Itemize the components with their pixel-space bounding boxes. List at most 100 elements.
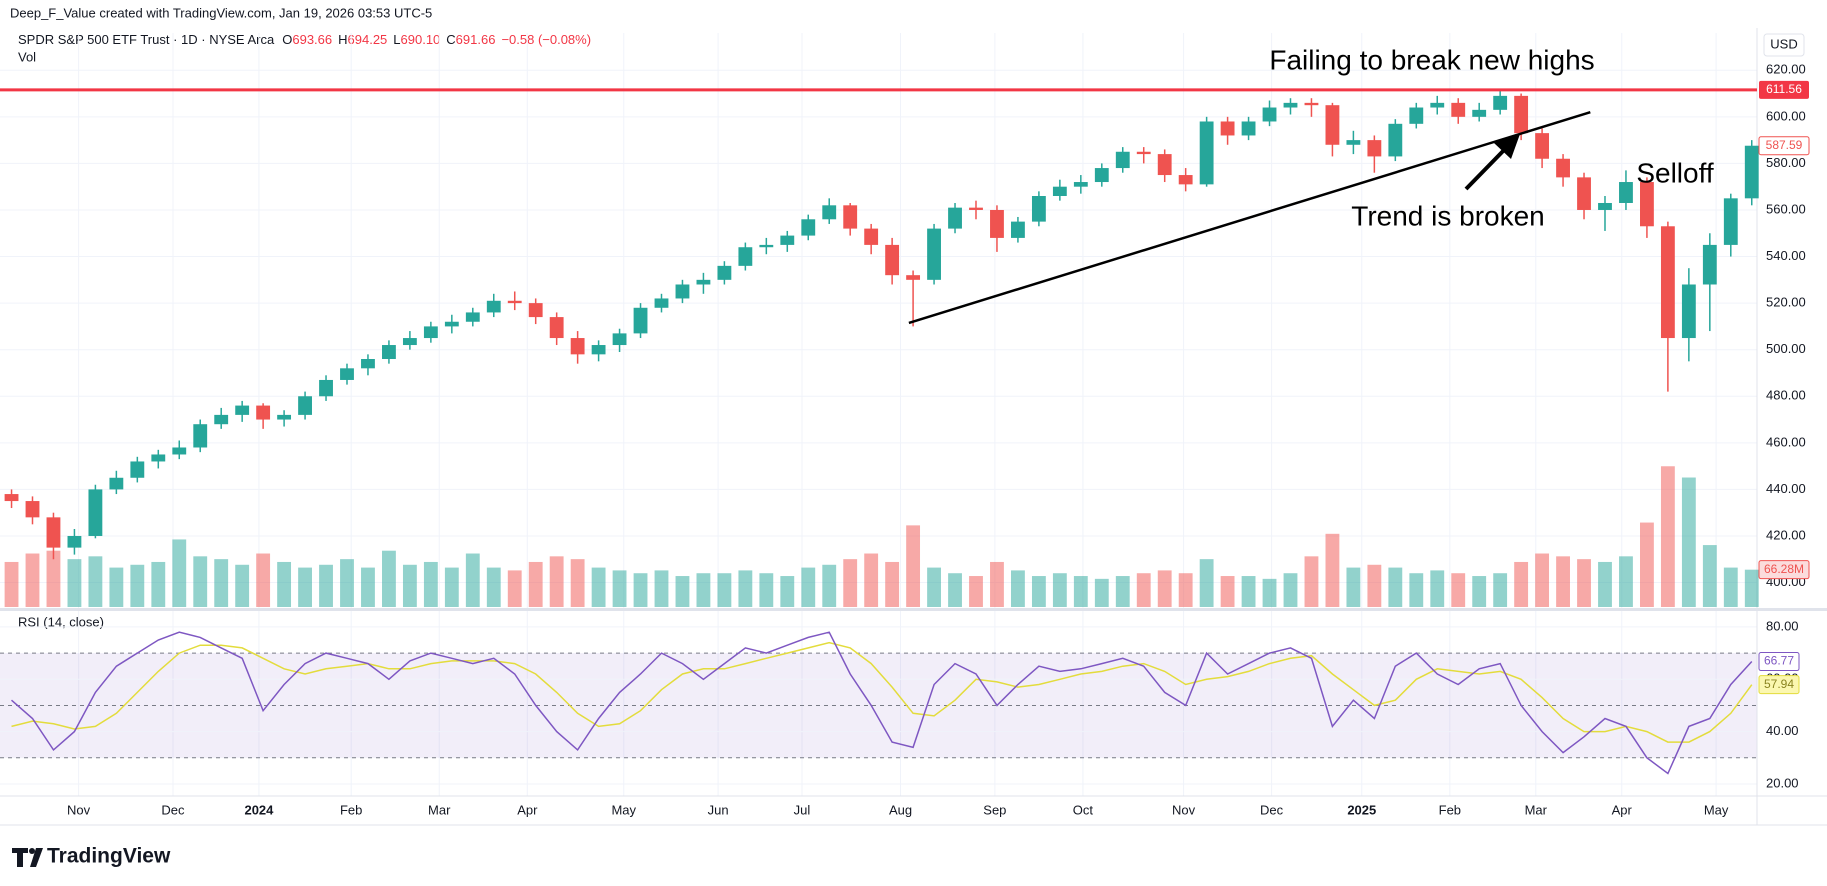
candle-body xyxy=(486,300,501,313)
volume-bar xyxy=(277,561,292,607)
candle-body xyxy=(319,379,333,397)
candle-body xyxy=(193,424,208,448)
candle-body xyxy=(1514,95,1529,134)
volume-bar xyxy=(1619,556,1633,607)
last-price-label: 587.59 xyxy=(1766,138,1803,152)
volume-bar xyxy=(696,573,711,607)
candle-body xyxy=(1220,121,1235,136)
volume-bar xyxy=(1430,570,1445,607)
candle-body xyxy=(1283,102,1298,108)
volume-bar xyxy=(864,553,879,607)
quote-value: 694.25 xyxy=(348,32,388,47)
candle-body xyxy=(382,345,396,360)
candle-body xyxy=(340,368,354,380)
volume-bar xyxy=(25,553,40,607)
candle-body xyxy=(1031,196,1046,222)
volume-bar xyxy=(1220,576,1235,607)
brand: TradingView xyxy=(47,845,171,868)
volume-bar xyxy=(67,559,82,607)
candle-body xyxy=(67,535,82,548)
volume-bar xyxy=(885,561,900,607)
volume-bar xyxy=(1702,545,1717,607)
y-tick-label: 620.00 xyxy=(1766,62,1806,77)
x-tick-label: 2024 xyxy=(244,802,274,817)
candle-body xyxy=(717,265,732,280)
volume-bar xyxy=(1052,573,1067,607)
volume-bar xyxy=(214,559,229,607)
candle-body xyxy=(4,494,19,502)
brand-logo xyxy=(12,848,43,867)
x-tick-label: Nov xyxy=(67,802,91,817)
volume-bar xyxy=(1262,578,1277,607)
candle-body xyxy=(1011,221,1025,238)
volume-bar xyxy=(361,567,375,607)
candle-body xyxy=(507,300,522,304)
rsi-ma-line xyxy=(11,641,1753,743)
rsi-band xyxy=(0,653,1757,758)
volume-bar xyxy=(738,570,753,607)
candle-body xyxy=(969,207,983,210)
candle-body xyxy=(1451,102,1466,117)
volume-bar xyxy=(193,556,208,607)
volume-bar xyxy=(1283,573,1298,607)
candle-body xyxy=(843,205,858,229)
rsi-ma-last-box xyxy=(1758,675,1800,695)
volume-bar xyxy=(1031,576,1046,607)
x-tick-label: Dec xyxy=(161,802,185,817)
x-tick-label: 2025 xyxy=(1347,802,1376,817)
volume-bar xyxy=(927,567,941,607)
volume-bar xyxy=(507,570,522,607)
arrow-head xyxy=(1494,134,1520,159)
quote-value: 690.10 xyxy=(401,32,441,47)
volume-bar xyxy=(1535,553,1550,607)
volume-bar xyxy=(1577,559,1591,607)
candle-body xyxy=(1598,202,1612,210)
x-tick-label: May xyxy=(611,802,636,817)
volume-bar xyxy=(528,561,543,607)
volume-bar xyxy=(717,573,732,607)
x-tick-label: Sep xyxy=(983,802,1006,817)
resistance-label-box xyxy=(1759,80,1809,99)
candle-body xyxy=(235,405,250,415)
trendline xyxy=(908,110,1591,325)
volume-bar xyxy=(654,570,669,607)
currency-box[interactable] xyxy=(1763,33,1805,57)
candle-body xyxy=(1472,109,1487,117)
volume-bar xyxy=(759,573,774,607)
candle-body xyxy=(1409,107,1424,124)
y-tick-label: 600.00 xyxy=(1766,108,1806,123)
candle-body xyxy=(1136,151,1151,155)
arrow-shaft xyxy=(1464,144,1510,191)
rsi-last-box xyxy=(1758,652,1800,672)
candle-body xyxy=(948,207,962,229)
x-tick-label: Dec xyxy=(1260,802,1284,817)
candle-body xyxy=(549,317,564,339)
candle-body xyxy=(801,219,816,236)
candle-body xyxy=(528,303,543,318)
rsi-tick-label: 20.00 xyxy=(1766,775,1799,790)
volume-bar xyxy=(1723,567,1738,607)
volume-bar xyxy=(1325,533,1340,607)
volume-bar xyxy=(1409,573,1424,607)
annotation: Selloff xyxy=(1636,157,1714,188)
candle-body xyxy=(172,447,187,455)
volume-bar xyxy=(1199,559,1214,607)
y-tick-label: 420.00 xyxy=(1766,527,1806,542)
volume-bar xyxy=(1681,477,1696,607)
y-tick-label: 540.00 xyxy=(1766,248,1806,263)
candle-body xyxy=(298,396,312,415)
volume-bar xyxy=(1451,573,1466,607)
volume-bar xyxy=(4,561,19,607)
candle-body xyxy=(402,338,417,346)
candle-body xyxy=(25,501,40,518)
volume-bar xyxy=(46,550,61,607)
rsi-line xyxy=(11,631,1753,775)
volume-bar xyxy=(1304,556,1319,607)
candle-body xyxy=(130,461,145,478)
candle-body xyxy=(1304,102,1319,106)
last-volume-label: 66.28M xyxy=(1764,562,1804,576)
candle-body xyxy=(46,517,61,548)
volume-bar xyxy=(1094,578,1109,607)
volume-bar xyxy=(130,564,145,607)
logo-mark xyxy=(12,848,28,867)
